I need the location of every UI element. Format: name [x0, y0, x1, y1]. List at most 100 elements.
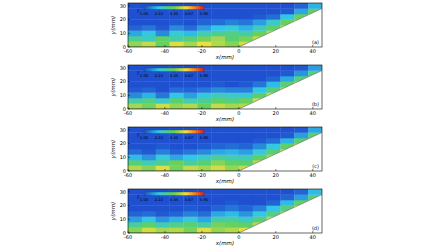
- cell: [156, 42, 170, 48]
- x-tick: [164, 107, 165, 109]
- cell: [142, 206, 156, 212]
- x-axis-label: x(mm): [215, 54, 234, 60]
- cell: [267, 127, 281, 133]
- y-tick: [128, 67, 130, 68]
- y-tick: [128, 129, 130, 130]
- colorbar-swatch: [188, 130, 190, 134]
- colorbar-swatch: [150, 130, 152, 134]
- cell: [142, 98, 156, 104]
- colorbar-swatch: [174, 192, 176, 196]
- cell: [183, 87, 197, 93]
- cell: [211, 104, 225, 110]
- cell: [183, 149, 197, 155]
- colorbar-swatch: [178, 6, 180, 10]
- cell: [225, 138, 239, 144]
- cell: [239, 76, 253, 82]
- y-tick-label: 20: [120, 78, 126, 84]
- cell: [128, 228, 142, 234]
- cell: [239, 93, 253, 99]
- colorbar-swatch: [156, 6, 158, 10]
- cell: [267, 133, 281, 139]
- colorbar-swatch: [162, 192, 164, 196]
- colorbar-swatch: [152, 130, 154, 134]
- colorbar-swatch: [162, 6, 164, 10]
- colorbar-swatch: [196, 6, 198, 10]
- cell: [211, 71, 225, 77]
- colorbar-swatch: [188, 68, 190, 72]
- x-tick: [238, 231, 239, 233]
- cell: [197, 217, 211, 223]
- y-tick: [128, 143, 130, 144]
- cell: [225, 160, 239, 166]
- colorbar-swatch: [158, 68, 160, 72]
- cell: [142, 36, 156, 42]
- cell: [128, 3, 142, 9]
- cell: [239, 195, 253, 201]
- cell: [294, 133, 308, 139]
- cell: [197, 222, 211, 228]
- colorbar-swatch: [144, 192, 146, 196]
- cell: [128, 25, 142, 31]
- cell: [197, 144, 211, 150]
- cell: [225, 217, 239, 223]
- cell: [128, 206, 142, 212]
- y-tick-label: 10: [120, 216, 126, 222]
- cell: [211, 228, 225, 234]
- cell: [128, 217, 142, 223]
- cell: [225, 133, 239, 139]
- cell: [267, 65, 281, 71]
- colorbar-swatch: [164, 6, 166, 10]
- cell: [211, 93, 225, 99]
- colorbar-swatch: [192, 130, 194, 134]
- y-tick-label: 0: [123, 230, 126, 236]
- cell: [280, 9, 294, 15]
- x-tick: [238, 45, 239, 47]
- x-tick: [164, 45, 165, 47]
- colorbar-swatch: [154, 6, 156, 10]
- cell: [280, 65, 294, 71]
- cell: [239, 14, 253, 20]
- colorbar-swatch: [180, 192, 182, 196]
- x-tick-label: 40: [310, 110, 316, 116]
- cell: [183, 93, 197, 99]
- cell: [267, 3, 281, 9]
- cell: [225, 65, 239, 71]
- cell: [170, 87, 184, 93]
- cell: [183, 222, 197, 228]
- colorbar-swatch: [152, 6, 154, 10]
- colorbar-swatch: [172, 68, 174, 72]
- colorbar-swatch: [192, 68, 194, 72]
- colorbar-tick-label: 1.00: [140, 197, 149, 202]
- colorbar-swatch: [196, 192, 198, 196]
- cell: [253, 144, 267, 150]
- colorbar-swatch: [164, 68, 166, 72]
- cell: [128, 42, 142, 48]
- colorbar-swatch: [174, 68, 176, 72]
- cell: [253, 9, 267, 15]
- cell: [225, 93, 239, 99]
- colorbar-swatch: [148, 192, 150, 196]
- cell: [183, 31, 197, 37]
- colorbar-swatch: [176, 6, 178, 10]
- y-tick: [128, 171, 130, 172]
- figure: -60-40-20020400102030x(mm)y(mm)(a)T1.002…: [0, 0, 448, 252]
- cell: [142, 93, 156, 99]
- colorbar-swatch: [176, 192, 178, 196]
- colorbar-swatch: [168, 68, 170, 72]
- colorbar-swatch: [162, 68, 164, 72]
- x-tick: [275, 231, 276, 233]
- colorbar-swatch: [144, 68, 146, 72]
- cell: [280, 3, 294, 9]
- colorbar-swatch: [196, 130, 198, 134]
- colorbar-swatch: [182, 192, 184, 196]
- colorbar-swatch: [198, 130, 200, 134]
- cell: [253, 133, 267, 139]
- x-tick-label: -40: [161, 110, 169, 116]
- colorbar-swatch: [184, 6, 186, 10]
- cell: [128, 82, 142, 88]
- colorbar-swatch: [162, 130, 164, 134]
- colorbar-swatch: [160, 130, 162, 134]
- x-tick: [164, 169, 165, 171]
- wall-line: [128, 195, 322, 234]
- cell: [225, 228, 239, 234]
